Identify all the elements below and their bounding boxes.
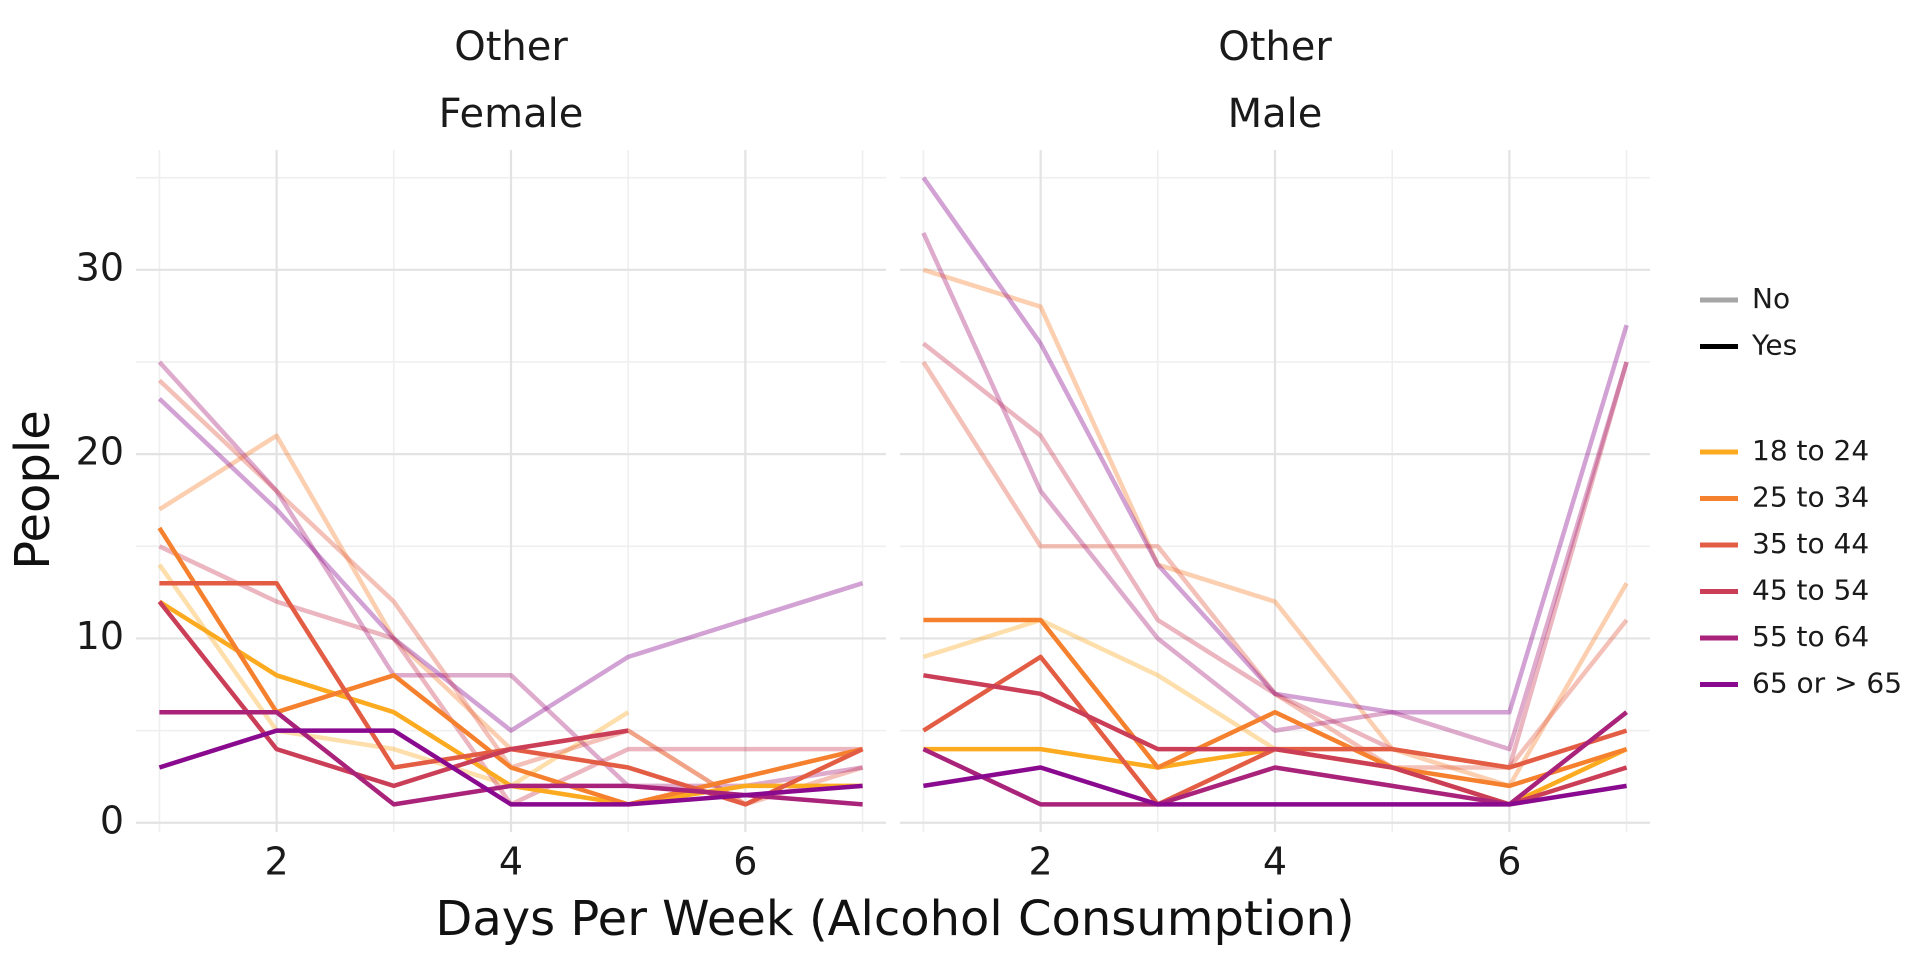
legend-label: 65 or > 65 bbox=[1752, 667, 1902, 700]
y-tick-label: 10 bbox=[76, 614, 124, 658]
legend-label: 55 to 64 bbox=[1752, 620, 1869, 653]
x-tick-label: 4 bbox=[499, 840, 523, 884]
y-tick-label: 0 bbox=[100, 798, 124, 842]
series-line-65-or-65-yes bbox=[158, 728, 863, 807]
y-axis: 0 10 20 30 bbox=[76, 245, 124, 842]
x-axis-title: Days Per Week (Alcohol Consumption) bbox=[435, 891, 1354, 947]
legend-label: No bbox=[1752, 282, 1790, 315]
x-tick-label: 4 bbox=[1263, 840, 1287, 884]
x-tick-label: 6 bbox=[1497, 840, 1521, 884]
chart-panels: Other Female Other Male bbox=[136, 24, 1650, 832]
panel-other-male: Other Male bbox=[900, 24, 1650, 832]
series-line-18-to-24-no bbox=[157, 563, 630, 789]
series-line-65-or-65-no bbox=[921, 176, 1629, 715]
x-tick-label: 2 bbox=[265, 840, 289, 884]
legend-label: 25 to 34 bbox=[1752, 481, 1869, 514]
facet-strip-label: Female bbox=[439, 91, 584, 137]
series-line-55-to-64-no bbox=[921, 231, 1629, 752]
y-tick-label: 30 bbox=[76, 245, 124, 289]
facet-strip-label: Other bbox=[454, 24, 568, 70]
series-line-45-to-54-yes bbox=[157, 600, 629, 789]
legend-label: 45 to 54 bbox=[1752, 574, 1869, 607]
x-tick-label: 2 bbox=[1029, 840, 1053, 884]
series-line-65-or-65-yes bbox=[923, 765, 1627, 807]
x-axis: 2 4 6 2 4 6 bbox=[265, 840, 1522, 884]
legend-label: 35 to 44 bbox=[1752, 527, 1869, 560]
series-line-65-or-65-no bbox=[157, 397, 864, 733]
y-tick-label: 20 bbox=[76, 430, 124, 474]
series-line-25-to-34-yes bbox=[923, 617, 1628, 789]
panel-other-female: Other Female bbox=[136, 24, 886, 832]
facet-strip-label: Male bbox=[1228, 91, 1323, 137]
legend-label: Yes bbox=[1751, 329, 1797, 362]
legend-label: 18 to 24 bbox=[1752, 434, 1869, 467]
facet-strip-label: Other bbox=[1218, 24, 1332, 70]
y-axis-title: People bbox=[5, 410, 61, 569]
x-tick-label: 6 bbox=[733, 840, 757, 884]
legend: No Yes 18 to 24 25 to 34 35 to 44 45 to 54 55 … bbox=[1700, 282, 1902, 700]
